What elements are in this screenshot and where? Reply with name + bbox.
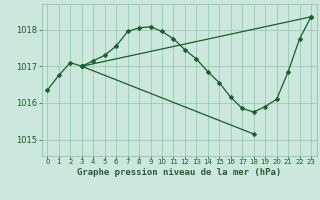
X-axis label: Graphe pression niveau de la mer (hPa): Graphe pression niveau de la mer (hPa) xyxy=(77,168,281,177)
